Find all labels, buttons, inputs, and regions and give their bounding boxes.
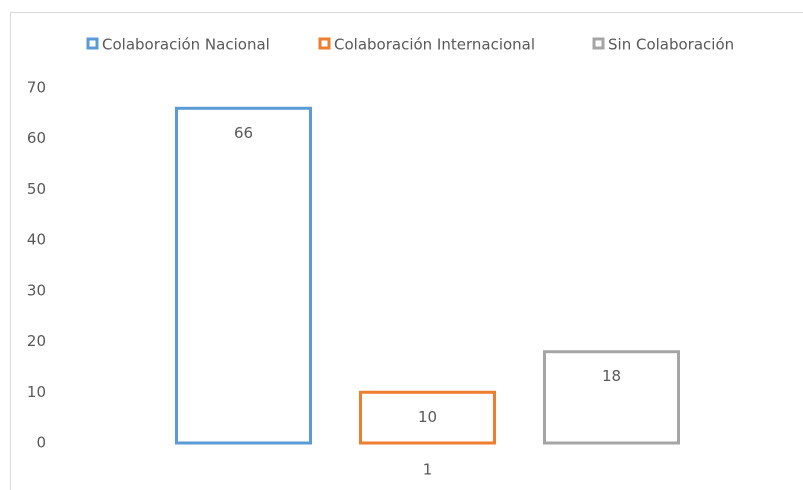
y-tick-label: 60	[27, 129, 46, 147]
y-tick-label: 30	[27, 281, 46, 299]
y-tick-label: 70	[27, 79, 46, 97]
x-tick-label: 1	[423, 461, 433, 479]
chart-frame	[10, 12, 803, 490]
data-label: 18	[602, 367, 621, 385]
y-tick-label: 50	[27, 180, 46, 198]
y-tick-label: 20	[27, 332, 46, 350]
legend-swatch	[592, 37, 605, 50]
legend-label: Colaboración Internacional	[334, 36, 535, 54]
y-tick-label: 10	[27, 383, 46, 401]
y-tick-label: 0	[36, 434, 46, 452]
bar	[359, 390, 496, 445]
legend-label: Colaboración Nacional	[102, 36, 270, 54]
legend-label: Sin Colaboración	[608, 36, 734, 54]
data-label: 66	[234, 124, 253, 142]
data-label: 10	[418, 408, 437, 426]
legend-swatch	[318, 37, 331, 50]
y-tick-label: 40	[27, 231, 46, 249]
bar	[543, 350, 680, 445]
bar	[175, 106, 312, 445]
legend-swatch	[86, 37, 99, 50]
